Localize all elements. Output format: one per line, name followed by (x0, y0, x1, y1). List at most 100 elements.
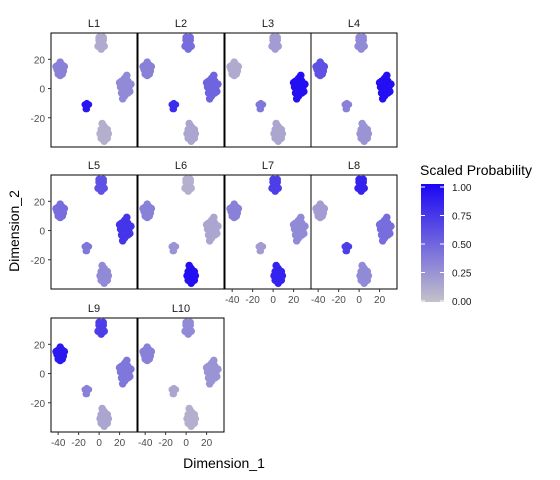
data-point (127, 222, 135, 230)
cluster-bottom (183, 119, 200, 145)
data-point (205, 237, 214, 245)
data-point (183, 272, 191, 280)
data-point (357, 187, 366, 195)
facet-strip-label: L1 (88, 18, 100, 30)
data-point (123, 356, 131, 365)
cluster-top (354, 33, 369, 53)
data-point (342, 247, 350, 255)
data-point (226, 204, 234, 213)
data-point (316, 213, 325, 222)
cluster-top (181, 175, 195, 195)
cluster-upper-left (139, 200, 156, 222)
data-point (147, 347, 156, 356)
y-tick-label: 0 (39, 85, 45, 96)
data-point (82, 247, 90, 255)
data-point (214, 80, 222, 88)
data-point (127, 365, 135, 374)
data-point (210, 71, 218, 80)
data-point (316, 71, 325, 80)
data-point (139, 347, 147, 356)
data-point (115, 363, 124, 372)
data-point (82, 390, 90, 398)
facet-panel-l4: L4 (310, 18, 398, 148)
cluster-small-left (341, 241, 353, 255)
cluster-small-left (341, 99, 353, 113)
cluster-bottom (356, 119, 373, 145)
data-point (358, 119, 367, 128)
data-point (98, 119, 106, 128)
data-point (278, 272, 287, 280)
legend-tick-label: 0.25 (452, 269, 472, 280)
facet-panel-l10: L10 (137, 303, 225, 433)
data-point (273, 33, 282, 42)
data-point (185, 404, 193, 413)
data-point (147, 204, 156, 213)
facet-strip-label: L8 (348, 160, 360, 172)
cluster-small-left (168, 384, 180, 398)
data-point (359, 175, 368, 184)
data-point (184, 45, 192, 53)
data-point (234, 62, 243, 71)
y-tick-label: 0 (39, 370, 45, 381)
data-point (100, 279, 108, 288)
data-point (234, 204, 243, 213)
data-point (187, 279, 195, 288)
data-point (191, 415, 200, 423)
data-point (170, 99, 178, 107)
data-point (256, 105, 264, 113)
legend: Scaled Probability 1.00 0.75 0.50 0.25 0.00 (420, 162, 532, 308)
data-point (187, 137, 195, 145)
data-point (364, 130, 373, 138)
data-point (139, 204, 147, 213)
data-point (273, 175, 282, 184)
cluster-upper-left (226, 200, 243, 222)
data-point (297, 71, 305, 80)
data-point (83, 99, 91, 107)
data-point (292, 237, 301, 245)
data-point (360, 137, 369, 145)
data-point (98, 404, 106, 413)
cluster-upper-left (52, 58, 69, 80)
x-tick-label: -20 (71, 438, 86, 449)
data-point (96, 415, 104, 423)
data-point (127, 80, 135, 88)
facet-panel-l7: L7 (224, 160, 312, 290)
facet-strip-label: L5 (88, 160, 100, 172)
facet-strip-label: L2 (175, 18, 187, 30)
data-point (378, 95, 387, 103)
data-point (143, 356, 151, 365)
legend-tick-label: 0.75 (452, 212, 472, 223)
data-point (52, 62, 60, 71)
cluster-top (181, 318, 195, 338)
data-point (205, 95, 214, 103)
legend-colorbar (421, 184, 444, 302)
data-point (292, 95, 301, 103)
x-tick-label: -20 (331, 295, 346, 306)
data-point (375, 78, 384, 87)
data-point (97, 330, 105, 338)
cluster-top (268, 33, 283, 53)
cluster-right (289, 71, 309, 103)
cluster-small-left (81, 99, 93, 113)
data-point (104, 272, 113, 280)
cluster-bottom (96, 404, 113, 431)
data-point (123, 71, 131, 80)
y-tick-label: -20 (31, 399, 46, 410)
facet-strip-label: L3 (262, 18, 274, 30)
data-point (213, 87, 221, 96)
cluster-top (94, 318, 108, 338)
data-point (97, 187, 105, 195)
data-point (386, 87, 394, 96)
data-point (98, 261, 106, 270)
cluster-right (289, 213, 309, 245)
data-point (214, 365, 222, 374)
y-axis-label: Dimension_2 (6, 190, 22, 272)
cluster-small-left (81, 241, 93, 255)
cluster-top (181, 33, 195, 53)
data-point (274, 137, 283, 145)
cluster-upper-left (312, 200, 329, 222)
data-point (183, 130, 191, 138)
x-tick-label: 20 (114, 438, 126, 449)
data-point (126, 87, 134, 96)
data-point (115, 220, 124, 229)
